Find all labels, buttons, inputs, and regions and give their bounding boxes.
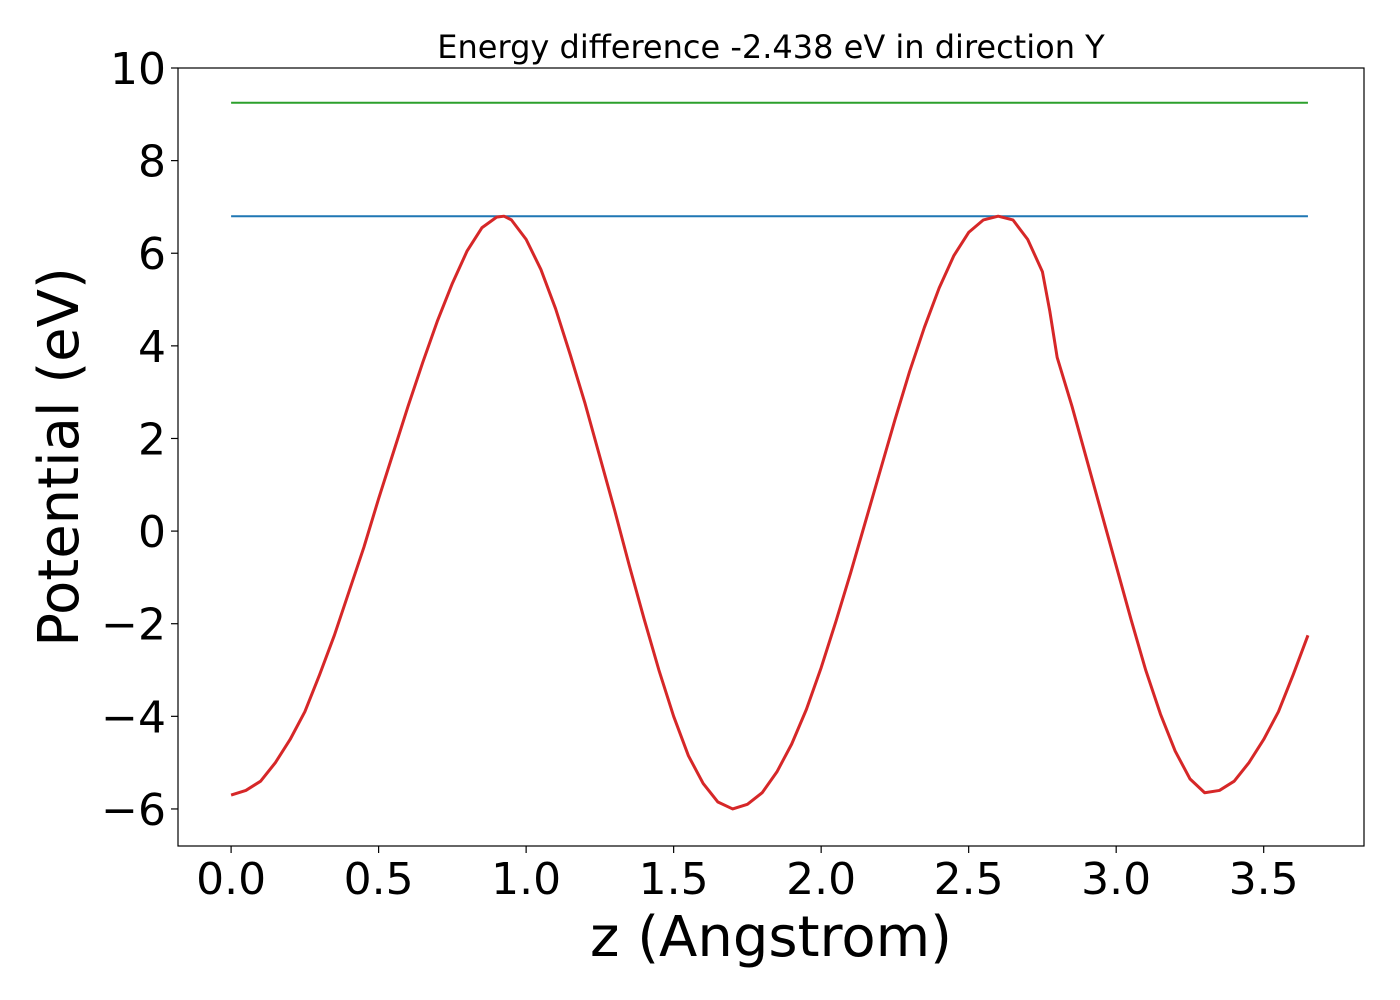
y-tick-label: 4 [138, 322, 166, 373]
y-tick-label: −4 [101, 692, 166, 743]
y-tick-label: 0 [138, 507, 166, 558]
series-layer [230, 101, 1310, 811]
y-tick-label: −6 [101, 785, 166, 836]
series-line-3 [230, 214, 1310, 811]
x-tick-label: 3.0 [1081, 854, 1151, 905]
x-axis-label: z (Angstrom) [590, 905, 952, 970]
y-tick-label: 10 [110, 44, 166, 95]
x-tick-label: 1.5 [639, 854, 709, 905]
y-tick-label: 6 [138, 229, 166, 280]
x-tick-label: 0.5 [344, 854, 414, 905]
x-tick-label: 2.0 [786, 854, 856, 905]
y-tick-label: 2 [138, 414, 166, 465]
x-tick-label: 1.0 [491, 854, 561, 905]
y-axis: −6 −4 −2 0 2 4 6 8 10 [101, 44, 178, 836]
plot-background [178, 68, 1364, 846]
x-tick-label: 0.0 [196, 854, 266, 905]
y-tick-label: −2 [101, 600, 166, 651]
plot-frame [177, 67, 1365, 847]
x-tick-label: 3.5 [1229, 854, 1299, 905]
chart-title: Energy difference -2.438 eV in direction… [437, 28, 1105, 66]
x-tick-label: 2.5 [934, 854, 1004, 905]
y-tick-label: 8 [138, 137, 166, 188]
y-axis-label: Potential (eV) [27, 267, 92, 647]
x-axis: 0.0 0.5 1.0 1.5 2.0 2.5 3.0 3.5 [196, 846, 1299, 905]
